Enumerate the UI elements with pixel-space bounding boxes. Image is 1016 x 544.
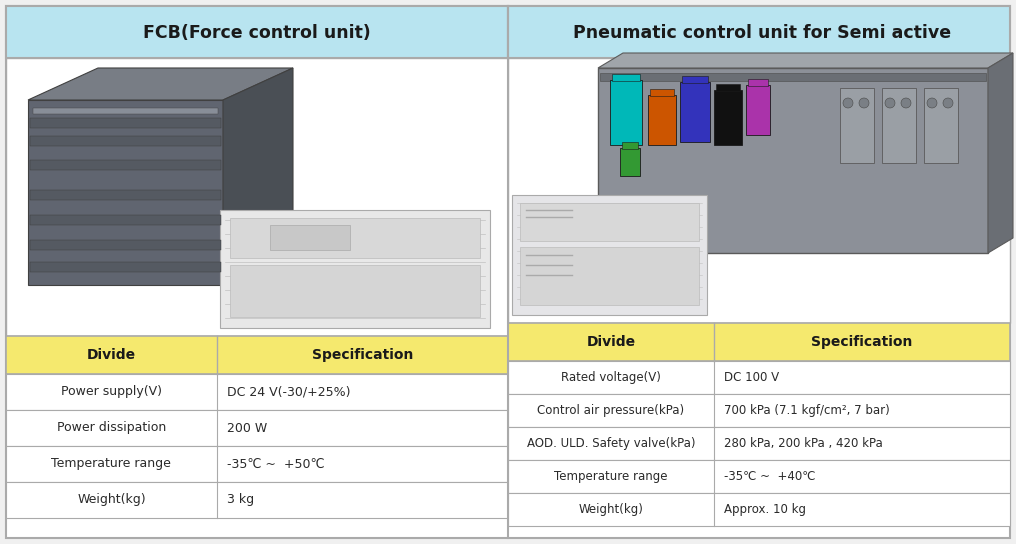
Bar bbox=[270, 225, 350, 250]
Text: 200 W: 200 W bbox=[227, 422, 267, 435]
Circle shape bbox=[843, 98, 853, 108]
Bar bbox=[508, 493, 1010, 526]
Bar bbox=[6, 58, 508, 336]
Bar bbox=[612, 74, 640, 81]
Bar bbox=[508, 361, 1010, 394]
Bar bbox=[6, 374, 508, 410]
Bar bbox=[30, 136, 221, 146]
Bar bbox=[28, 100, 223, 285]
Bar bbox=[840, 88, 874, 163]
Text: Approx. 10 kg: Approx. 10 kg bbox=[723, 503, 806, 516]
Text: Temperature range: Temperature range bbox=[554, 470, 668, 483]
Bar bbox=[508, 6, 1010, 58]
Bar bbox=[650, 89, 674, 96]
Bar bbox=[6, 482, 508, 518]
Polygon shape bbox=[988, 53, 1013, 253]
Bar bbox=[6, 6, 508, 58]
Text: 700 kPa (7.1 kgf/cm², 7 bar): 700 kPa (7.1 kgf/cm², 7 bar) bbox=[723, 404, 890, 417]
Text: Weight(kg): Weight(kg) bbox=[77, 493, 145, 506]
Text: Temperature range: Temperature range bbox=[52, 458, 172, 471]
Bar bbox=[230, 218, 480, 258]
Bar bbox=[924, 88, 958, 163]
Bar bbox=[682, 76, 708, 83]
Bar bbox=[508, 394, 1010, 427]
Bar bbox=[598, 68, 988, 253]
Bar bbox=[30, 118, 221, 128]
Bar bbox=[512, 195, 707, 315]
Text: Control air pressure(kPa): Control air pressure(kPa) bbox=[537, 404, 685, 417]
Text: Specification: Specification bbox=[811, 335, 912, 349]
Bar bbox=[746, 85, 770, 135]
Circle shape bbox=[859, 98, 869, 108]
Bar bbox=[716, 84, 740, 91]
Bar bbox=[30, 240, 221, 250]
Polygon shape bbox=[598, 53, 1013, 68]
Bar bbox=[748, 79, 768, 86]
Bar bbox=[622, 142, 638, 149]
Text: 3 kg: 3 kg bbox=[227, 493, 254, 506]
Text: DC 24 V(-30/+25%): DC 24 V(-30/+25%) bbox=[227, 386, 351, 399]
Bar bbox=[508, 323, 1010, 361]
Text: -35℃ ~  +40℃: -35℃ ~ +40℃ bbox=[723, 470, 815, 483]
Bar bbox=[6, 336, 508, 374]
Bar bbox=[600, 73, 986, 81]
Bar bbox=[508, 460, 1010, 493]
Circle shape bbox=[943, 98, 953, 108]
Text: -35℃ ~  +50℃: -35℃ ~ +50℃ bbox=[227, 458, 324, 471]
Bar bbox=[714, 90, 742, 145]
Text: Rated voltage(V): Rated voltage(V) bbox=[561, 371, 660, 384]
Circle shape bbox=[885, 98, 895, 108]
Bar bbox=[520, 247, 699, 305]
Text: Pneumatic control unit for Semi active: Pneumatic control unit for Semi active bbox=[573, 24, 951, 42]
Text: Divide: Divide bbox=[586, 335, 635, 349]
Text: Specification: Specification bbox=[312, 348, 414, 362]
Bar bbox=[508, 427, 1010, 460]
Bar bbox=[30, 160, 221, 170]
Text: Power supply(V): Power supply(V) bbox=[61, 386, 162, 399]
Text: 280 kPa, 200 kPa , 420 kPa: 280 kPa, 200 kPa , 420 kPa bbox=[723, 437, 883, 450]
Bar bbox=[6, 446, 508, 482]
Bar bbox=[610, 80, 642, 145]
Bar bbox=[648, 95, 676, 145]
Bar bbox=[882, 88, 916, 163]
Polygon shape bbox=[223, 68, 293, 285]
Text: Weight(kg): Weight(kg) bbox=[578, 503, 643, 516]
Bar bbox=[30, 190, 221, 200]
Bar bbox=[230, 265, 480, 317]
Text: FCB(Force control unit): FCB(Force control unit) bbox=[143, 24, 371, 42]
Polygon shape bbox=[28, 68, 293, 100]
Circle shape bbox=[927, 98, 937, 108]
Text: DC 100 V: DC 100 V bbox=[723, 371, 779, 384]
Bar bbox=[30, 262, 221, 272]
Bar bbox=[520, 203, 699, 241]
Bar bbox=[620, 148, 640, 176]
Bar bbox=[30, 215, 221, 225]
Circle shape bbox=[901, 98, 911, 108]
Bar bbox=[680, 82, 710, 142]
Text: Power dissipation: Power dissipation bbox=[57, 422, 166, 435]
Bar bbox=[220, 210, 490, 328]
Bar bbox=[508, 58, 1010, 323]
Bar bbox=[33, 108, 218, 114]
Text: Divide: Divide bbox=[86, 348, 136, 362]
Bar bbox=[6, 410, 508, 446]
Text: AOD. ULD. Safety valve(kPa): AOD. ULD. Safety valve(kPa) bbox=[526, 437, 695, 450]
